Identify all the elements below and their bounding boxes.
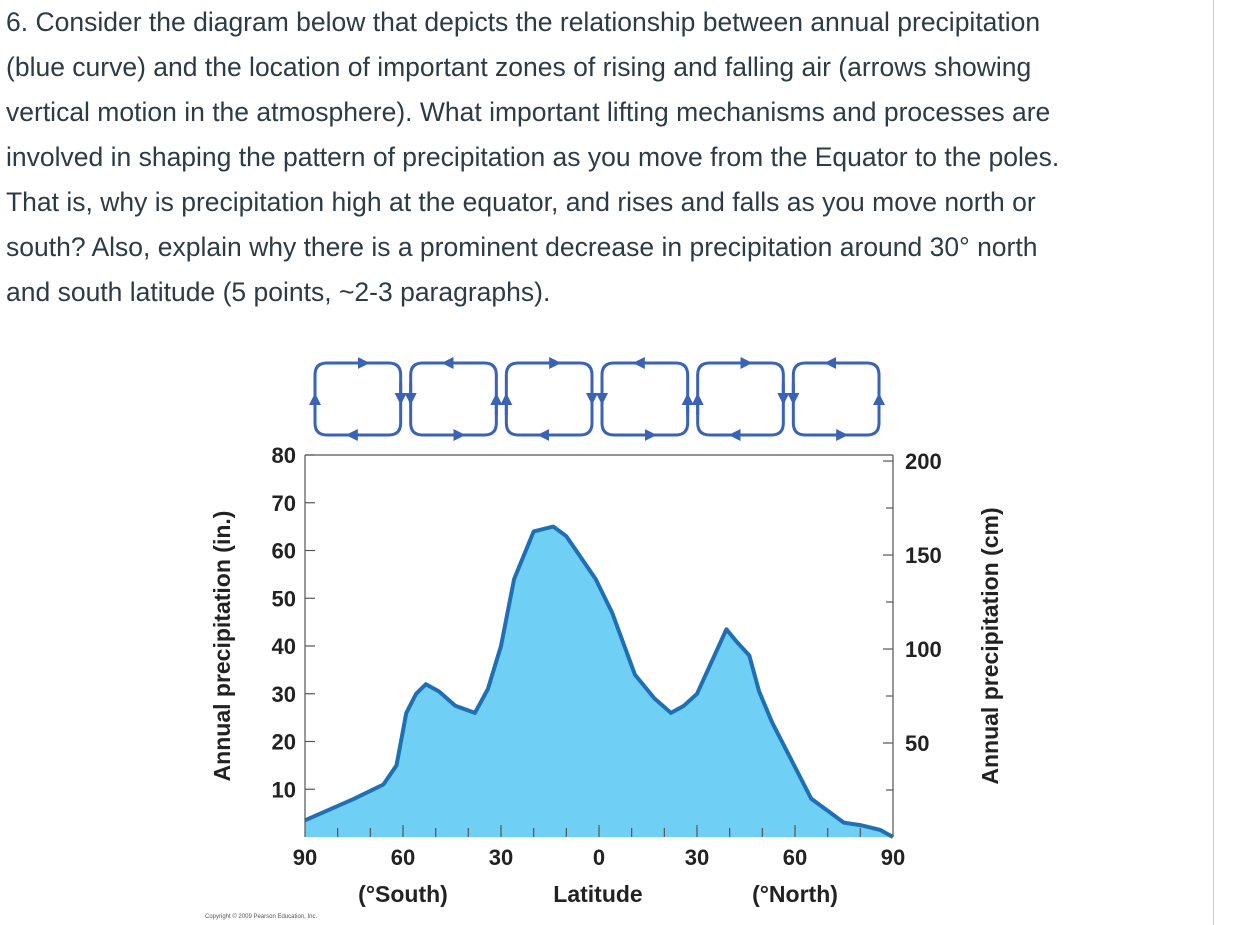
y-left-tick-label: 40 <box>272 634 296 659</box>
question-line: and south latitude (5 points, ~2-3 parag… <box>6 277 551 307</box>
precipitation-area <box>305 526 893 837</box>
circulation-cell <box>504 361 594 437</box>
y-axis-right-title: Annual precipitation (cm) <box>977 507 1003 784</box>
x-axis-north-label: (°North) <box>752 881 838 907</box>
y-left-tick-label: 70 <box>272 491 296 516</box>
circulation-cell <box>791 361 881 437</box>
circulation-cell <box>600 361 690 437</box>
x-tick-label: 90 <box>881 845 905 870</box>
circulation-cells <box>309 357 885 441</box>
circulation-cell <box>409 361 498 437</box>
y-left-tick-label: 50 <box>272 586 296 611</box>
y-left-tick-label: 20 <box>272 730 296 755</box>
x-axis-south-label: (°South) <box>358 881 448 907</box>
x-tick-label: 90 <box>293 845 317 870</box>
x-tick-label: 60 <box>391 845 415 870</box>
copyright-text: Copyright © 2009 Pearson Education, Inc. <box>205 913 317 920</box>
y-axis-left-title: Annual precipitation (in.) <box>209 511 235 782</box>
x-tick-label: 60 <box>783 845 807 870</box>
y-right-tick-label: 100 <box>905 637 942 662</box>
y-right-tick-label: 150 <box>905 543 942 568</box>
circulation-cell <box>313 361 403 437</box>
x-tick-label: 30 <box>489 845 513 870</box>
circulation-cell <box>696 361 785 437</box>
y-left-tick-label: 60 <box>272 539 296 564</box>
chart-axes <box>304 454 894 837</box>
chart-labels: 10 20 30 40 50 60 70 80 50 100 150 200 90 60 30 0 30 60 90… <box>205 443 1003 920</box>
x-tick-label: 0 <box>593 845 605 870</box>
question-line: That is, why is precipitation high at th… <box>6 187 1036 217</box>
y-left-tick-label: 30 <box>272 682 296 707</box>
question-line: south? Also, explain why there is a prom… <box>6 232 1038 262</box>
question-text: 6. Consider the diagram below that depic… <box>6 0 1206 315</box>
y-left-tick-label: 80 <box>272 443 296 468</box>
x-axis-title: Latitude <box>553 881 642 907</box>
y-right-tick-label: 50 <box>905 731 929 756</box>
y-left-tick-label: 10 <box>272 777 296 802</box>
question-line: involved in shaping the pattern of preci… <box>6 142 1060 172</box>
question-line: 6. Consider the diagram below that depic… <box>6 7 1041 37</box>
precipitation-curve <box>304 524 894 839</box>
x-tick-label: 30 <box>685 845 709 870</box>
question-line: (blue curve) and the location of importa… <box>6 52 1032 82</box>
page-border <box>1213 0 1214 925</box>
question-line: vertical motion in the atmosphere). What… <box>6 97 1051 127</box>
y-right-tick-label: 200 <box>905 449 942 474</box>
